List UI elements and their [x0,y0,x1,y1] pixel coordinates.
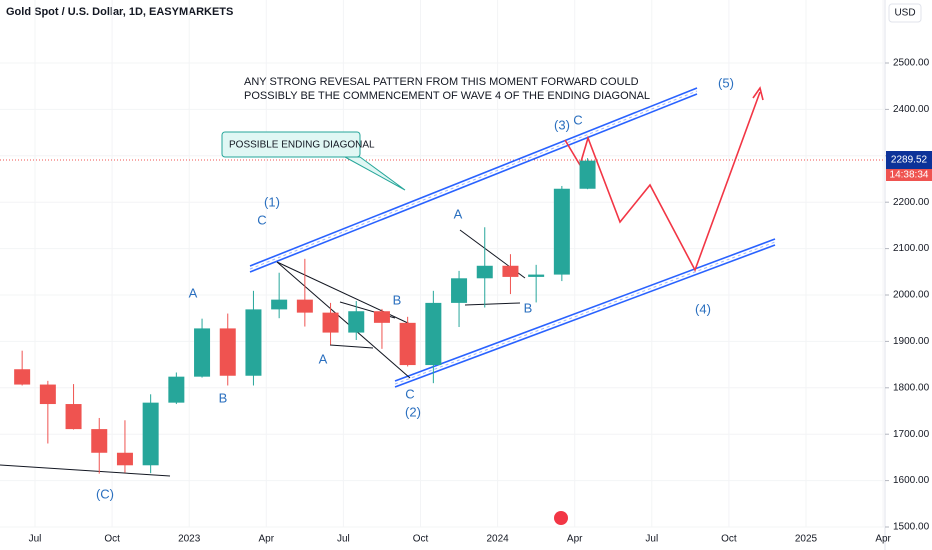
candle-body [65,404,82,430]
plot: POSSIBLE ENDING DIAGONAL ANY STRONG REVE… [0,75,885,525]
candle-body [348,311,365,333]
lower-channel [394,238,776,388]
callout-box [221,131,361,158]
upper-channel [249,87,698,273]
y-tick-label: 1500.00 [893,522,930,533]
wave-label: (C) [96,486,114,501]
candle-body [116,452,133,466]
countdown-box [886,169,932,181]
wave-label: A [189,285,198,300]
x-tick-label: Jul [645,534,658,545]
wave-label: C [573,112,582,127]
x-tick-label: 2025 [795,534,818,545]
currency-box[interactable] [888,3,922,23]
candle-body [579,160,596,189]
candle-body [425,302,442,366]
last-price-box [886,151,932,169]
candle-body [476,265,493,279]
chart-title: Gold Spot / U.S. Dollar, 1D, EASYMARKETS [6,6,233,18]
x-tick-label: Oct [104,534,120,545]
currency: USD [894,8,915,19]
candle-body [502,265,519,277]
wave-label: (2) [405,404,421,419]
wave-label: (4) [695,301,711,316]
y-tick-label: 2100.00 [893,243,930,254]
candle-body [142,402,159,466]
y-tick-label: 2200.00 [893,197,930,208]
y-tick-label: 1900.00 [893,336,930,347]
x-tick-label: Apr [875,534,891,545]
wave-label: B [219,390,228,405]
event-flag[interactable] [554,511,568,525]
candle-body [245,309,262,376]
wave-label: A [454,206,463,221]
wave-label: C [405,386,414,401]
last-price-label: 2289.52 [891,155,928,166]
y-tick-label: 1700.00 [893,429,930,440]
x-tick-label: 2023 [178,534,201,545]
projection-arrow [752,86,764,101]
y-tick-label: 1600.00 [893,475,930,486]
candle-body [39,384,56,405]
y-tick-label: 2000.00 [893,290,930,301]
x-tick-label: Oct [413,534,429,545]
candle-body [194,328,211,377]
candle-body [168,376,185,403]
callout-text: POSSIBLE ENDING DIAGONAL [229,140,375,151]
x-tick-label: Oct [721,534,737,545]
y-tick-label: 2500.00 [893,58,930,69]
wave-label: B [524,300,533,315]
countdown: 14:38:34 [890,170,929,181]
note-line: ANY STRONG REVESAL PATTERN FROM THIS MOM… [244,76,639,88]
x-tick-label: 2024 [486,534,509,545]
wave-label: (5) [718,75,734,90]
wave-label: (1) [264,194,280,209]
x-tick-label: Apr [259,534,275,545]
wave-label: B [393,292,402,307]
candle-body [322,312,339,333]
candle-body [399,322,416,366]
wave-label: C [257,212,266,227]
x-tick-label: Apr [567,534,583,545]
candle-body [296,299,313,313]
candle-body [14,369,31,385]
candle-body [271,299,288,310]
candle-body [553,188,570,275]
note-line: POSSIBLY BE THE COMMENCEMENT OF WAVE 4 O… [244,90,650,102]
candle-body [373,311,390,323]
y-tick-label: 1800.00 [893,382,930,393]
y-tick-label: 2400.00 [893,104,930,115]
wave-label: (3) [554,117,570,132]
candle-body [219,328,236,376]
x-tick-label: Jul [29,534,42,545]
candle-body [91,429,108,453]
wave-label: A [319,351,328,366]
candle-body [528,274,545,277]
x-tick-label: Jul [337,534,350,545]
candle-body [451,278,468,303]
